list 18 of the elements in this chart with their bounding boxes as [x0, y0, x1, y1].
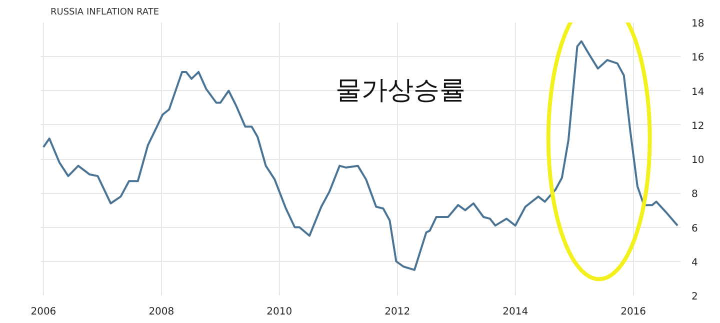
y-tick-label: 6 [692, 223, 698, 234]
x-tick-label: 2008 [148, 306, 174, 318]
x-tick-label: 2014 [502, 306, 528, 318]
y-tick-label: 14 [692, 86, 704, 98]
x-tick-label: 2010 [266, 306, 292, 318]
x-tick-label: 2006 [30, 306, 56, 318]
y-tick-label: 10 [692, 155, 704, 166]
y-tick-label: 12 [692, 120, 704, 132]
annotation: 물가상승률 [336, 76, 466, 106]
y-tick-label: 4 [692, 257, 698, 268]
y-tick-label: 16 [692, 52, 704, 64]
x-tick-label: 2012 [384, 306, 410, 318]
line-series [42, 40, 679, 271]
y-tick-label: 2 [692, 292, 698, 302]
x-tick-label: 2016 [620, 306, 646, 318]
y-tick-label: 8 [692, 189, 698, 200]
y-tick-label: 18 [692, 18, 704, 30]
chart-title: RUSSIA INFLATION RATE [50, 8, 160, 18]
